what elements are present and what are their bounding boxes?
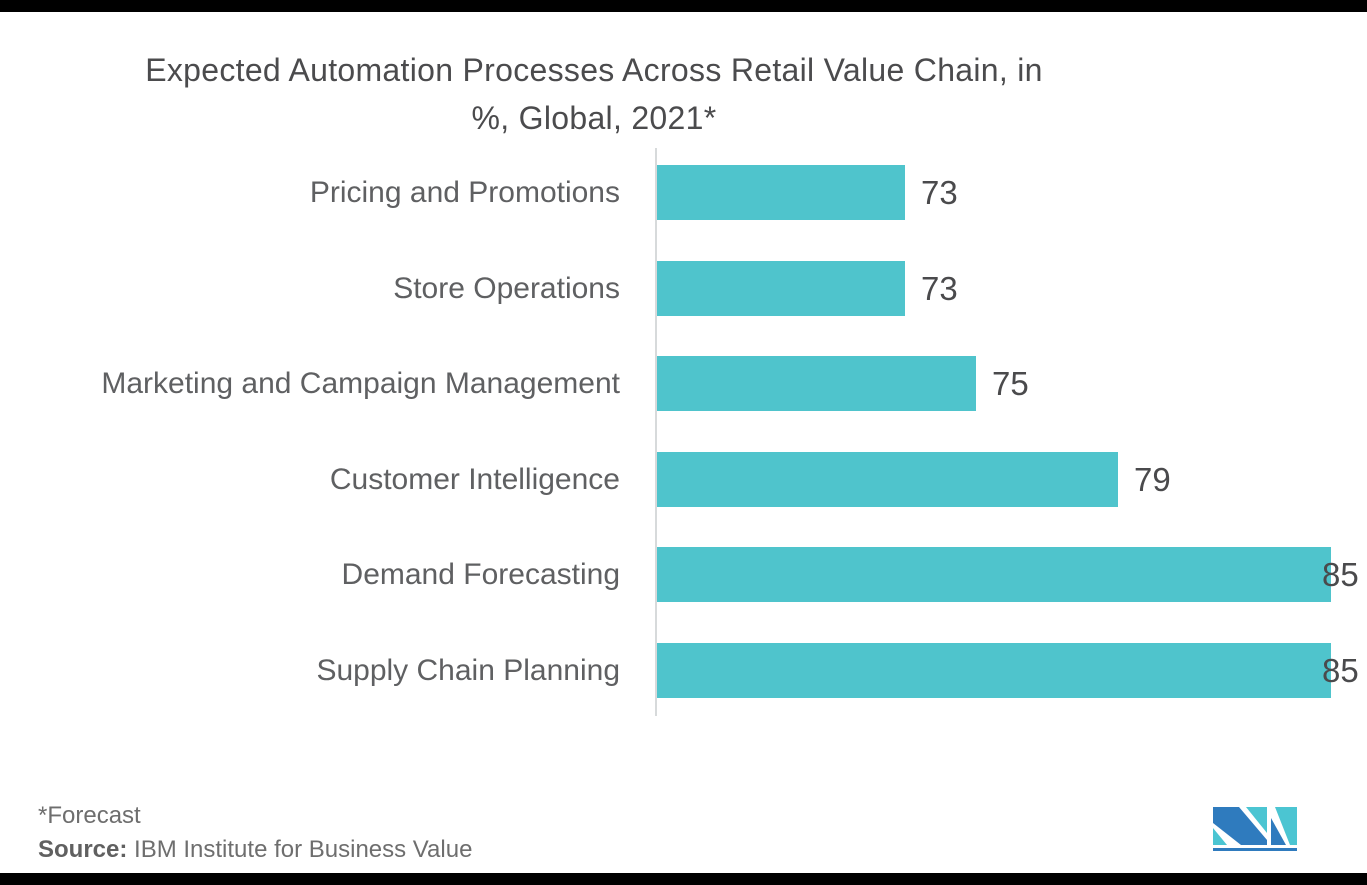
category-label: Demand Forecasting — [341, 558, 620, 592]
bar-row: Marketing and Campaign Management 75 — [0, 356, 1367, 412]
top-border-strip — [0, 0, 1367, 12]
logo-i-glyph — [1271, 807, 1297, 845]
value-label: 73 — [921, 174, 958, 211]
value-label: 85 — [1322, 652, 1359, 689]
chart-title-line-2: %, Global, 2021* — [471, 100, 717, 136]
source-text: IBM Institute for Business Value — [134, 836, 473, 863]
bar — [657, 547, 1331, 603]
logo-underline — [1213, 848, 1297, 851]
bar — [657, 260, 905, 316]
category-label: Pricing and Promotions — [309, 176, 620, 209]
source-label: Source: — [38, 836, 128, 863]
category-label: Customer Intelligence — [329, 462, 620, 496]
bar — [657, 643, 1331, 698]
chart-footer: *Forecast Source: IBM Institute for Busi… — [38, 799, 472, 867]
value-label: 75 — [992, 365, 1029, 403]
bar — [657, 165, 905, 220]
bottom-border-strip — [0, 873, 1367, 885]
chart-title: Expected Automation Processes Across Ret… — [0, 46, 1188, 142]
chart-title-line-1: Expected Automation Processes Across Ret… — [145, 52, 1043, 88]
bar-row: Store Operations 73 — [0, 260, 1367, 316]
bar-row: Demand Forecasting 85 — [0, 547, 1367, 603]
bar — [657, 451, 1118, 507]
bar-row: Customer Intelligence 79 — [0, 451, 1367, 507]
forecast-note: *Forecast — [38, 802, 141, 829]
value-label: 79 — [1134, 460, 1171, 498]
value-label: 85 — [1322, 556, 1359, 594]
bar-chart-plot-area: Pricing and Promotions 73 Store Operations… — [0, 148, 1367, 716]
value-label: 73 — [921, 269, 958, 307]
logo-m-glyph — [1213, 807, 1267, 845]
category-label: Marketing and Campaign Management — [101, 367, 620, 401]
category-label: Supply Chain Planning — [316, 654, 620, 687]
category-label: Store Operations — [393, 271, 620, 305]
bar — [657, 356, 976, 412]
bar-row: Pricing and Promotions 73 — [0, 165, 1367, 220]
y-axis-line — [655, 148, 657, 716]
mordor-intelligence-logo — [1213, 807, 1297, 851]
bar-row: Supply Chain Planning 85 — [0, 643, 1367, 698]
source-line: Source: IBM Institute for Business Value — [38, 833, 472, 867]
